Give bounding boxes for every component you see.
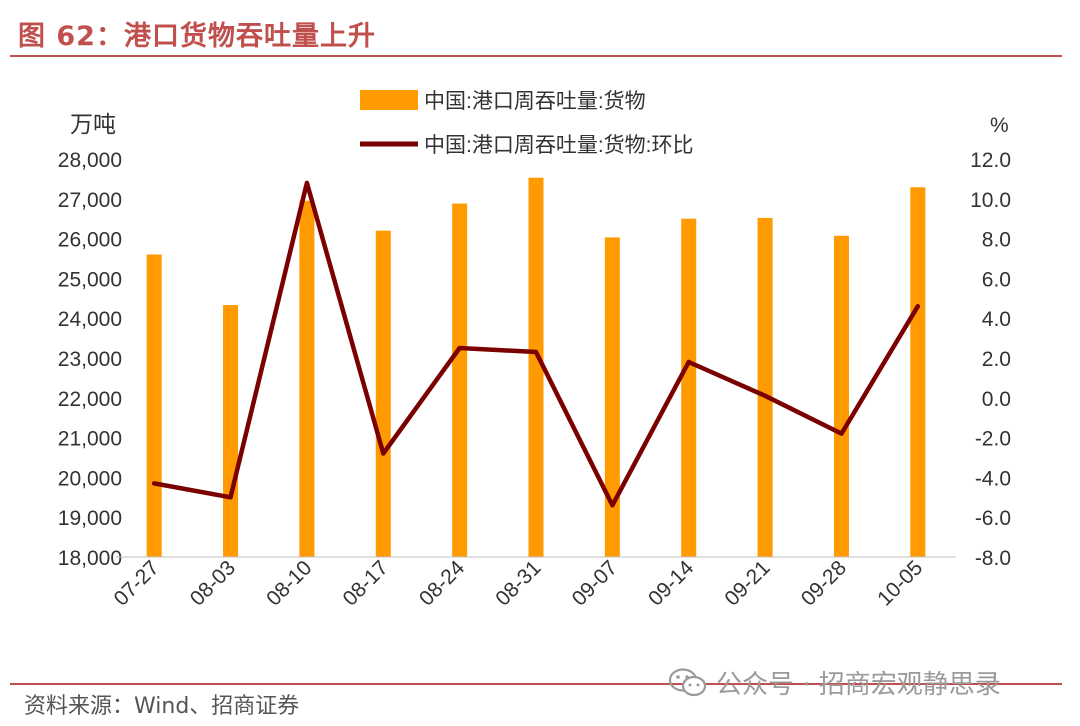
x-tick-label: 09-07: [568, 556, 622, 610]
x-tick-label: 08-17: [339, 556, 393, 610]
line-point: [381, 451, 386, 456]
y-tick-left: 27,000: [58, 189, 122, 212]
y-tick-left: 22,000: [58, 388, 122, 411]
footer-divider: [10, 683, 1062, 685]
x-tick-label: 09-28: [797, 556, 851, 610]
legend-label-line: 中国:港口周吞吐量:货物:环比: [424, 134, 694, 157]
x-tick-label: 08-31: [491, 556, 545, 610]
chart-legend: 中国:港口周吞吐量:货物 中国:港口周吞吐量:货物:环比: [360, 90, 694, 157]
title-divider: [10, 55, 1062, 57]
legend-label-bar: 中国:港口周吞吐量:货物: [424, 90, 646, 113]
y-axis-left: 18,000 19,000 20,000 21,000 22,000 23,000 24,0…: [58, 149, 122, 570]
line-point: [610, 503, 615, 508]
line-point: [686, 359, 691, 364]
x-tick-label: 08-10: [262, 556, 316, 610]
y-axis-left-label: 万吨: [70, 111, 116, 137]
y-tick-left: 19,000: [58, 507, 122, 530]
bar: [528, 177, 544, 557]
y-axis-right: -8.0 -6.0 -4.0 -2.0 0.0 2.0 4.0 6.0 8.0 10.0 12.0: [970, 149, 1011, 570]
y-tick-left: 28,000: [58, 149, 122, 172]
y-tick-right: 10.0: [970, 189, 1011, 212]
y-tick-left: 23,000: [58, 348, 122, 371]
y-tick-left: 21,000: [58, 428, 122, 451]
legend-swatch-bar: [360, 90, 418, 110]
y-tick-right: 8.0: [982, 229, 1011, 252]
y-tick-right: -2.0: [975, 428, 1011, 451]
line-point: [228, 495, 233, 500]
bar: [452, 203, 468, 558]
bar-series: [146, 177, 926, 558]
x-tick-label: 10-05: [873, 556, 927, 610]
line-point: [304, 180, 309, 185]
y-tick-right: 2.0: [982, 348, 1011, 371]
source-note: 资料来源：Wind、招商证券: [24, 694, 300, 719]
y-tick-left: 25,000: [58, 268, 122, 291]
x-tick-label: 09-14: [644, 556, 698, 610]
line-point: [839, 431, 844, 436]
line-point: [457, 346, 462, 351]
bar: [299, 200, 315, 558]
wechat-icon: [668, 667, 707, 696]
bar: [757, 217, 773, 558]
y-tick-right: 4.0: [982, 308, 1011, 331]
page-title: 图 62：港口货物吞吐量上升: [18, 21, 376, 52]
y-tick-left: 20,000: [58, 467, 122, 490]
y-axis-right-label: %: [990, 114, 1009, 137]
line-point: [763, 393, 768, 398]
watermark-text: 公众号 · 招商宏观静思录: [716, 670, 1001, 700]
y-tick-right: -8.0: [975, 547, 1011, 570]
chart: 中国:港口周吞吐量:货物 中国:港口周吞吐量:货物:环比 万吨 % 18,000…: [58, 90, 1011, 611]
y-tick-right: 6.0: [982, 268, 1011, 291]
bar: [146, 254, 162, 557]
y-tick-left: 24,000: [58, 308, 122, 331]
bar: [681, 218, 697, 557]
y-tick-right: 0.0: [982, 388, 1011, 411]
y-tick-right: -4.0: [975, 467, 1011, 490]
line-point: [534, 350, 538, 355]
bar: [223, 305, 239, 557]
bar: [375, 230, 391, 557]
x-tick-label: 08-03: [186, 556, 240, 610]
x-tick-label: 09-21: [720, 556, 774, 610]
y-tick-right: -6.0: [975, 507, 1011, 530]
watermark: 公众号 · 招商宏观静思录: [668, 664, 1001, 701]
x-tick-label: 08-24: [415, 556, 469, 610]
y-tick-left: 26,000: [58, 229, 122, 252]
bar: [604, 237, 620, 557]
line-point: [152, 481, 157, 486]
x-axis: 07-27 08-03 08-10 08-17 08-24 08-31 09-07 09-14…: [109, 556, 927, 610]
y-tick-left: 18,000: [58, 547, 122, 570]
y-tick-right: 12.0: [970, 149, 1011, 172]
bar: [910, 187, 926, 557]
bar: [833, 235, 849, 557]
line-series: [151, 180, 921, 508]
line-point: [915, 304, 920, 309]
